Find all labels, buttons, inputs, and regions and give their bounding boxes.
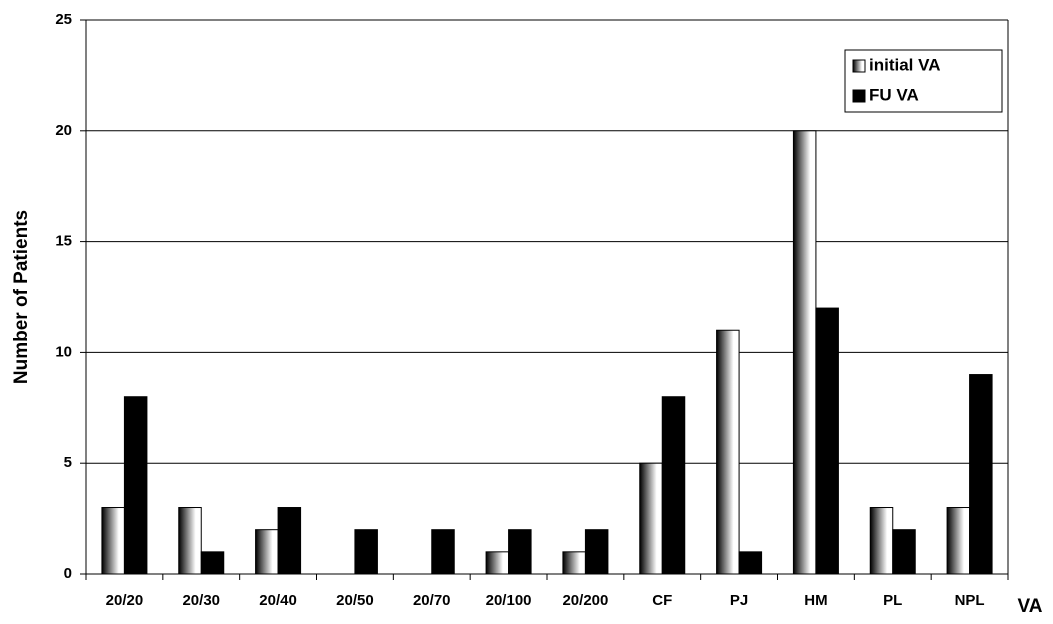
bar	[431, 529, 455, 575]
bar	[716, 329, 740, 575]
bar	[485, 551, 510, 575]
bar	[661, 396, 686, 575]
bar	[792, 130, 817, 575]
bar	[354, 529, 378, 575]
y-tick-label: 0	[64, 565, 72, 582]
x-tick-label: PL	[883, 592, 902, 609]
x-axis-title: VA	[1018, 596, 1043, 617]
bar	[200, 551, 225, 575]
x-tick-label: 20/50	[336, 592, 374, 609]
x-tick-label: 20/30	[182, 592, 220, 609]
x-tick-label: PJ	[730, 592, 748, 609]
x-tick-label: 20/40	[259, 592, 297, 609]
bar	[969, 374, 993, 575]
x-tick-label: 20/20	[106, 592, 144, 609]
legend-swatch	[852, 59, 866, 73]
y-tick-label: 25	[55, 11, 72, 28]
bar	[101, 507, 125, 575]
bar	[738, 551, 763, 575]
bar	[562, 551, 586, 575]
bar	[892, 529, 916, 575]
y-tick-label: 5	[64, 454, 72, 471]
y-tick-label: 20	[55, 122, 72, 139]
y-axis-title: Number of Patients	[11, 210, 32, 384]
x-tick-label: CF	[652, 592, 672, 609]
y-tick-label: 10	[55, 343, 72, 360]
x-tick-label: 20/70	[413, 592, 451, 609]
x-tick-label: HM	[804, 592, 827, 609]
legend-swatch	[852, 89, 866, 103]
bar	[869, 507, 894, 575]
bar	[584, 529, 609, 575]
bar	[255, 529, 279, 575]
y-tick-label: 15	[55, 233, 72, 250]
legend-label: FU VA	[869, 85, 919, 104]
bar	[178, 507, 202, 575]
bar	[639, 462, 663, 575]
legend-label: initial VA	[869, 55, 940, 74]
bar	[277, 507, 302, 575]
x-tick-label: NPL	[955, 592, 985, 609]
legend-box	[844, 49, 1003, 113]
bar	[946, 507, 971, 575]
x-tick-label: 20/100	[486, 592, 532, 609]
bar	[123, 396, 148, 575]
bar	[815, 307, 839, 575]
x-tick-label: 20/200	[562, 592, 608, 609]
bar	[508, 529, 532, 575]
